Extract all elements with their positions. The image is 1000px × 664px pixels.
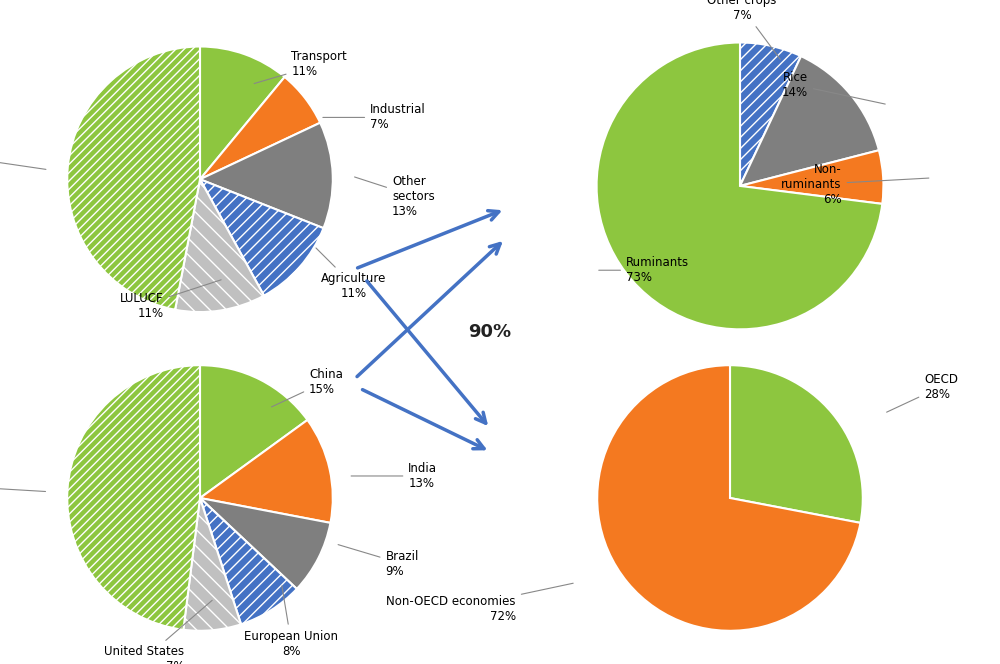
Wedge shape: [740, 56, 879, 186]
Wedge shape: [200, 498, 297, 624]
Wedge shape: [200, 77, 320, 179]
Wedge shape: [200, 123, 333, 228]
Text: LULUCF
11%: LULUCF 11%: [120, 280, 221, 319]
Text: Transport
11%: Transport 11%: [254, 50, 347, 84]
Wedge shape: [597, 42, 882, 329]
Wedge shape: [200, 46, 285, 179]
Text: Brazil
9%: Brazil 9%: [338, 544, 419, 578]
Text: Other crops
7%: Other crops 7%: [707, 0, 780, 59]
Text: European Union
8%: European Union 8%: [244, 586, 338, 658]
Wedge shape: [175, 179, 264, 312]
Wedge shape: [200, 179, 323, 295]
Text: Non-
ruminants
6%: Non- ruminants 6%: [781, 163, 929, 206]
Wedge shape: [67, 365, 200, 629]
Wedge shape: [597, 365, 860, 631]
Text: Other
sectors
13%: Other sectors 13%: [355, 175, 435, 218]
Wedge shape: [740, 150, 883, 204]
Text: Agriculture
11%: Agriculture 11%: [316, 248, 387, 300]
Text: Energy
47%: Energy 47%: [0, 143, 46, 171]
Text: United States
7%: United States 7%: [104, 600, 212, 664]
Wedge shape: [200, 365, 307, 498]
Text: 90%: 90%: [468, 323, 512, 341]
Wedge shape: [67, 46, 200, 309]
Text: China
15%: China 15%: [272, 367, 343, 407]
Wedge shape: [183, 498, 241, 631]
Text: Industrial
7%: Industrial 7%: [323, 104, 426, 131]
Text: OECD
28%: OECD 28%: [887, 373, 958, 412]
Wedge shape: [200, 420, 333, 523]
Text: Non-OECD economies
72%: Non-OECD economies 72%: [386, 583, 573, 623]
Text: Rice
14%: Rice 14%: [782, 71, 885, 104]
Wedge shape: [730, 365, 863, 523]
Text: Other
economies
48%: Other economies 48%: [0, 463, 46, 507]
Wedge shape: [740, 42, 801, 186]
Wedge shape: [200, 498, 330, 589]
Text: Ruminants
73%: Ruminants 73%: [599, 256, 689, 284]
Text: India
13%: India 13%: [351, 462, 437, 490]
